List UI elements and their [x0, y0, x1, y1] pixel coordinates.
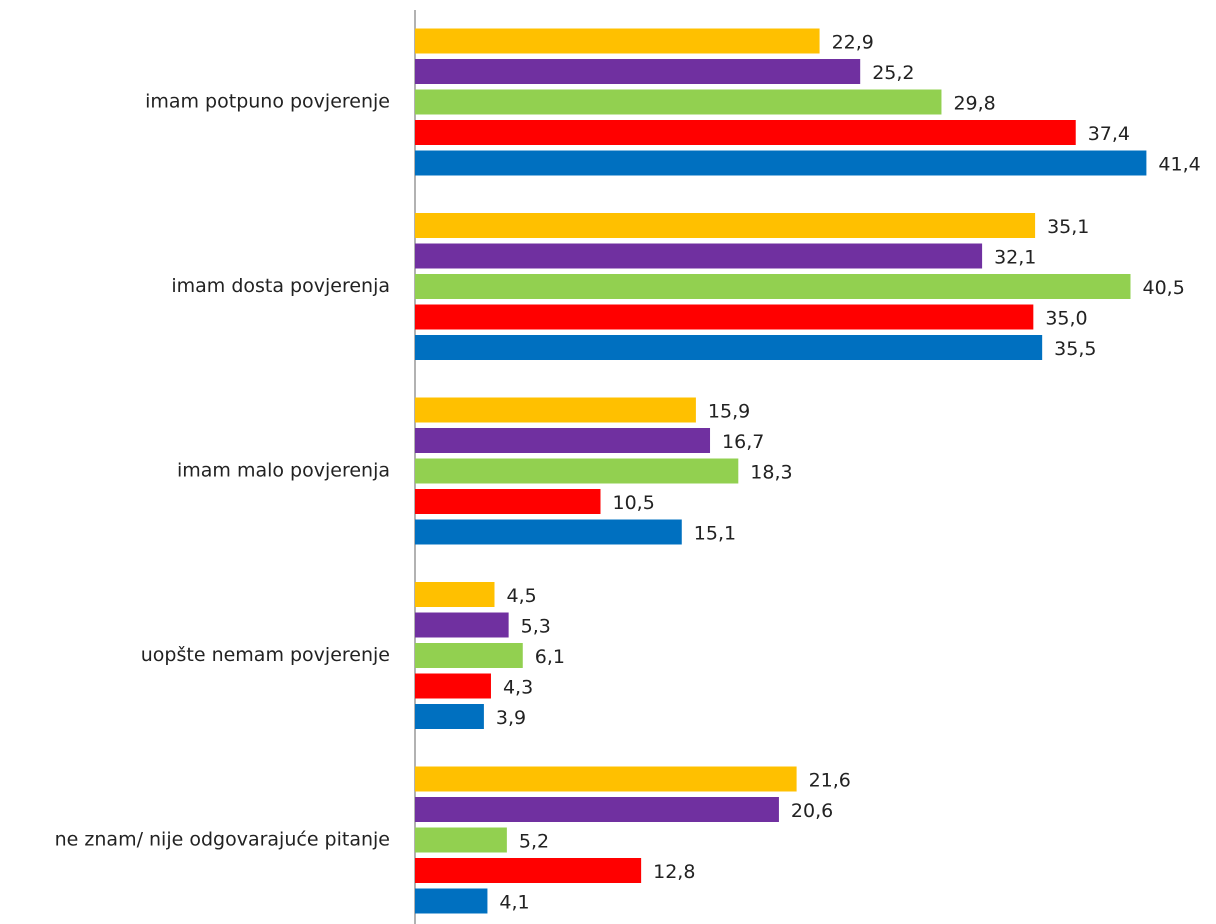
bar [415, 888, 488, 914]
bar [415, 827, 507, 853]
bar [415, 428, 711, 453]
bar [415, 304, 1034, 330]
value-label: 22,9 [832, 32, 874, 54]
value-label: 41,4 [1158, 154, 1200, 176]
bar [415, 673, 491, 699]
value-label: 25,2 [872, 62, 914, 84]
bar [415, 120, 1076, 145]
bar [415, 519, 682, 545]
value-label: 15,9 [708, 401, 750, 423]
value-label: 4,1 [499, 892, 529, 914]
value-label: 32,1 [994, 247, 1036, 269]
value-label: 35,0 [1045, 308, 1087, 330]
value-label: 16,7 [722, 431, 764, 453]
bar [415, 243, 983, 269]
category-label: imam dosta povjerenja [171, 275, 390, 297]
category-label: uopšte nemam povjerenje [141, 644, 390, 666]
value-label: 15,1 [694, 523, 736, 545]
value-label: 20,6 [791, 800, 833, 822]
category-label: imam potpuno povjerenje [145, 91, 390, 113]
value-label: 4,5 [507, 585, 537, 607]
bar [415, 28, 820, 54]
bar [415, 766, 797, 792]
bar [415, 335, 1043, 360]
value-label: 4,3 [503, 677, 533, 699]
bar [415, 612, 509, 638]
bar [415, 704, 484, 729]
value-label: 3,9 [496, 707, 526, 729]
value-label: 37,4 [1088, 123, 1130, 145]
value-label: 40,5 [1143, 277, 1185, 299]
category-label: imam malo povjerenja [177, 460, 390, 482]
bar [415, 797, 779, 822]
bar [415, 397, 696, 423]
value-label: 5,3 [521, 616, 551, 638]
value-label: 12,8 [653, 861, 695, 883]
bar [415, 858, 642, 883]
bar [415, 89, 942, 115]
bar [415, 489, 601, 514]
bar [415, 643, 523, 668]
bar [415, 582, 495, 607]
value-label: 10,5 [613, 492, 655, 514]
bar [415, 150, 1147, 176]
value-label: 6,1 [535, 646, 565, 668]
bar [415, 59, 861, 84]
value-label: 18,3 [750, 462, 792, 484]
value-label: 21,6 [809, 770, 851, 792]
value-label: 35,5 [1054, 338, 1096, 360]
bar [415, 274, 1131, 299]
category-label: ne znam/ nije odgovarajuće pitanje [55, 829, 390, 851]
bar [415, 213, 1036, 238]
value-label: 5,2 [519, 831, 549, 853]
value-label: 35,1 [1047, 216, 1089, 238]
value-label: 29,8 [953, 93, 995, 115]
bar [415, 458, 739, 484]
